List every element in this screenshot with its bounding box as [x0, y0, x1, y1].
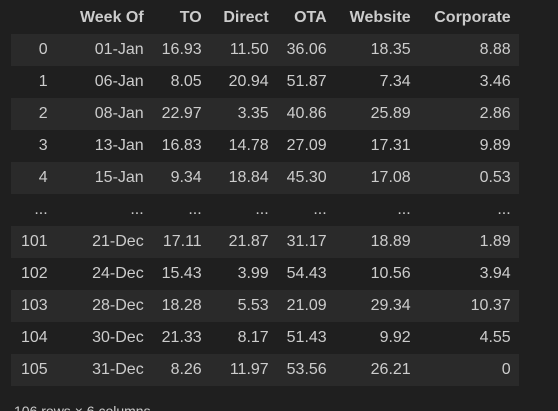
- cell-to: 16.93: [161, 41, 202, 58]
- cell-corporate: ...: [497, 201, 511, 218]
- cell-ota: 21.09: [286, 297, 327, 314]
- cell-website: 9.92: [379, 329, 411, 346]
- cell-direct: ...: [255, 201, 269, 218]
- cell-week-of: 06-Jan: [94, 73, 144, 90]
- row-index: 101: [21, 233, 48, 250]
- cell-week-of: 01-Jan: [94, 41, 144, 58]
- cell-ota: 31.17: [286, 233, 327, 250]
- cell-corporate: 0: [501, 361, 511, 378]
- cell-to: 22.97: [161, 105, 202, 122]
- column-header-week-of: Week Of: [79, 9, 144, 26]
- cell-website: 25.89: [370, 105, 411, 122]
- cell-corporate: 0.53: [479, 169, 511, 186]
- cell-to: 8.05: [170, 73, 202, 90]
- cell-week-of: 31-Dec: [92, 361, 144, 378]
- cell-website: 17.08: [370, 169, 411, 186]
- table-row: 104 30-Dec 21.33 8.17 51.43 9.92 4.55: [11, 322, 519, 354]
- cell-website: 18.89: [370, 233, 411, 250]
- cell-direct: 21.87: [228, 233, 269, 250]
- cell-ota: 51.87: [286, 73, 327, 90]
- column-header-direct: Direct: [223, 9, 269, 26]
- column-header-website: Website: [349, 9, 411, 26]
- table-row: 1 06-Jan 8.05 20.94 51.87 7.34 3.46: [11, 66, 519, 98]
- cell-website: 29.34: [370, 297, 411, 314]
- row-index: 102: [21, 265, 48, 282]
- cell-week-of: 24-Dec: [92, 265, 144, 282]
- cell-website: 10.56: [370, 265, 411, 282]
- cell-website: 7.34: [379, 73, 411, 90]
- cell-to: 18.28: [161, 297, 202, 314]
- cell-direct: 14.78: [228, 137, 269, 154]
- cell-direct: 8.17: [237, 329, 269, 346]
- cell-corporate: 3.94: [479, 265, 511, 282]
- cell-week-of: 13-Jan: [94, 137, 144, 154]
- cell-corporate: 9.89: [479, 137, 511, 154]
- cell-week-of: 21-Dec: [92, 233, 144, 250]
- cell-direct: 18.84: [228, 169, 269, 186]
- cell-website: 26.21: [370, 361, 411, 378]
- column-header-to: TO: [179, 9, 202, 26]
- cell-week-of: 08-Jan: [94, 105, 144, 122]
- cell-to: 15.43: [161, 265, 202, 282]
- cell-corporate: 1.89: [479, 233, 511, 250]
- cell-to: 9.34: [170, 169, 202, 186]
- row-index: 0: [38, 41, 48, 58]
- table-row: 0 01-Jan 16.93 11.50 36.06 18.35 8.88: [11, 34, 519, 66]
- cell-corporate: 10.37: [470, 297, 511, 314]
- cell-ota: 45.30: [286, 169, 327, 186]
- column-header-corporate: Corporate: [434, 9, 511, 26]
- row-index: 3: [38, 137, 48, 154]
- cell-week-of: ...: [130, 201, 144, 218]
- cell-ota: 27.09: [286, 137, 327, 154]
- cell-corporate: 8.88: [479, 41, 511, 58]
- table-row: .....................: [11, 194, 519, 226]
- cell-to: 16.83: [161, 137, 202, 154]
- cell-week-of: 28-Dec: [92, 297, 144, 314]
- dataframe-output: Week Of TO Direct OTA Website Corporate …: [11, 2, 519, 386]
- cell-ota: 54.43: [286, 265, 327, 282]
- table-row: 102 24-Dec 15.43 3.99 54.43 10.56 3.94: [11, 258, 519, 290]
- row-index: 4: [38, 169, 48, 186]
- cell-corporate: 4.55: [479, 329, 511, 346]
- cell-ota: 51.43: [286, 329, 327, 346]
- table-row: 105 31-Dec 8.26 11.97 53.56 26.21 0: [11, 354, 519, 386]
- table-row: 2 08-Jan 22.97 3.35 40.86 25.89 2.86: [11, 98, 519, 130]
- dataframe-table: Week Of TO Direct OTA Website Corporate …: [11, 2, 519, 386]
- cell-website: 18.35: [370, 41, 411, 58]
- table-row: 101 21-Dec 17.11 21.87 31.17 18.89 1.89: [11, 226, 519, 258]
- column-header-index: [11, 2, 64, 34]
- cell-direct: 5.53: [237, 297, 269, 314]
- header-row: Week Of TO Direct OTA Website Corporate: [11, 2, 519, 34]
- cell-to: 17.11: [162, 233, 202, 250]
- column-header-ota: OTA: [294, 9, 327, 26]
- cell-to: 21.33: [161, 329, 202, 346]
- cell-ota: 53.56: [286, 361, 327, 378]
- cell-ota: 36.06: [286, 41, 327, 58]
- cell-to: 8.26: [170, 361, 202, 378]
- row-index: ...: [34, 201, 48, 218]
- cell-to: ...: [188, 201, 202, 218]
- row-index: 1: [38, 73, 48, 90]
- shape-summary: 106 rows × 6 columns: [14, 403, 151, 411]
- cell-ota: ...: [313, 201, 327, 218]
- cell-direct: 11.97: [229, 361, 269, 378]
- cell-direct: 3.35: [237, 105, 269, 122]
- cell-week-of: 30-Dec: [92, 329, 144, 346]
- cell-corporate: 3.46: [479, 73, 511, 90]
- cell-direct: 3.99: [237, 265, 269, 282]
- cell-week-of: 15-Jan: [94, 169, 144, 186]
- table-row: 103 28-Dec 18.28 5.53 21.09 29.34 10.37: [11, 290, 519, 322]
- cell-website: ...: [397, 201, 411, 218]
- row-index: 104: [21, 329, 48, 346]
- row-index: 105: [21, 361, 48, 378]
- cell-website: 17.31: [370, 137, 411, 154]
- table-row: 4 15-Jan 9.34 18.84 45.30 17.08 0.53: [11, 162, 519, 194]
- cell-direct: 11.50: [229, 41, 269, 58]
- cell-ota: 40.86: [286, 105, 327, 122]
- cell-direct: 20.94: [228, 73, 269, 90]
- row-index: 2: [38, 105, 48, 122]
- table-row: 3 13-Jan 16.83 14.78 27.09 17.31 9.89: [11, 130, 519, 162]
- row-index: 103: [21, 297, 48, 314]
- cell-corporate: 2.86: [479, 105, 511, 122]
